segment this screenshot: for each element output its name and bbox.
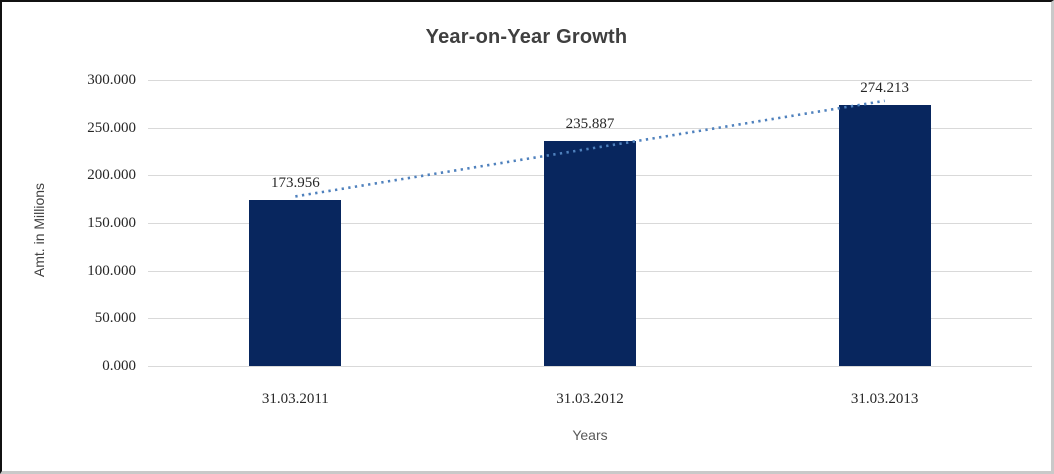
x-tick-label: 31.03.2012 xyxy=(556,391,624,407)
bar-value-label: 274.213 xyxy=(860,79,910,96)
y-tick-label: 250.000 xyxy=(87,119,136,136)
gridline xyxy=(148,366,1032,367)
bar-value-label: 173.956 xyxy=(270,175,320,192)
bar-value-label: 235.887 xyxy=(565,116,615,133)
y-tick-label: 300.000 xyxy=(87,72,136,88)
gridline xyxy=(148,80,1032,81)
x-tick-label: 31.03.2013 xyxy=(850,391,919,407)
y-tick-label: 100.000 xyxy=(87,262,136,279)
bar xyxy=(838,104,931,366)
bar xyxy=(544,141,636,366)
y-tick-label: 150.000 xyxy=(87,215,136,231)
y-tick-label: 50.000 xyxy=(94,310,136,327)
x-tick-label: 31.03.2011 xyxy=(261,391,329,407)
y-tick-label: 0.000 xyxy=(102,358,136,374)
x-axis-title: Years xyxy=(572,427,608,443)
y-tick-label: 200.000 xyxy=(87,167,136,184)
y-axis-title: Amt. in Millions xyxy=(31,182,47,278)
bar xyxy=(249,200,342,366)
chart-title: Year-on-Year Growth xyxy=(425,26,628,48)
